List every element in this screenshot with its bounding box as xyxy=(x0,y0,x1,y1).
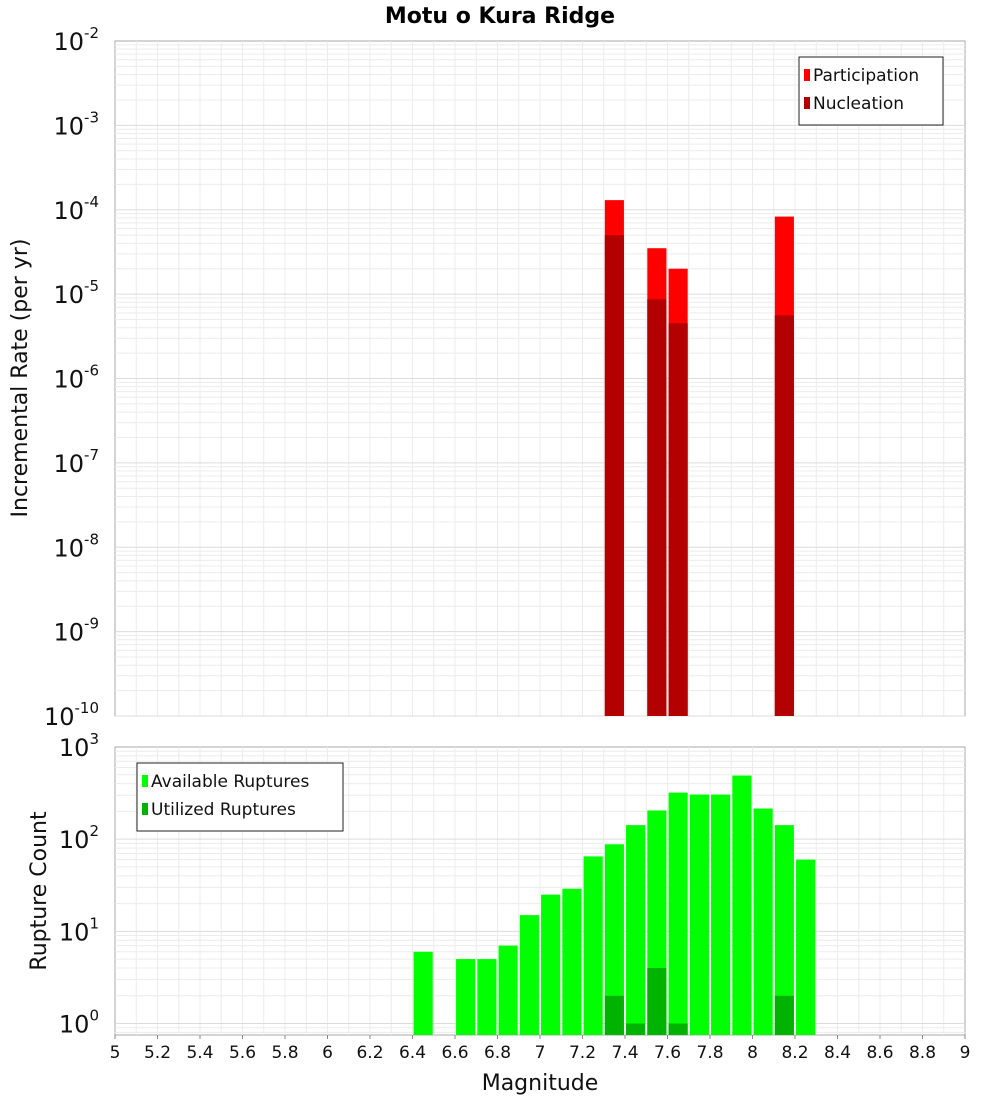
bar-available-ruptures xyxy=(796,859,816,1035)
y-tick-label: 10-7 xyxy=(53,446,99,478)
bar-nucleation xyxy=(774,315,794,716)
bottom-bars xyxy=(413,775,816,1035)
legend-box xyxy=(136,762,344,832)
bar-utilized-ruptures xyxy=(626,1023,646,1035)
x-tick-label: 7.2 xyxy=(569,1043,596,1063)
y-tick-label: 10-6 xyxy=(53,362,99,394)
bar-available-ruptures xyxy=(583,856,603,1035)
x-tick-label: 6.4 xyxy=(399,1043,426,1063)
bar-available-ruptures xyxy=(541,894,561,1035)
bar-available-ruptures xyxy=(477,959,497,1035)
bar-available-ruptures xyxy=(689,794,709,1035)
y-tick-label: 10-9 xyxy=(53,615,99,647)
x-tick-label: 8.8 xyxy=(909,1043,936,1063)
bar-available-ruptures xyxy=(774,825,794,1035)
x-tick-label: 8 xyxy=(747,1043,758,1063)
chart-title: Motu o Kura Ridge xyxy=(385,4,615,29)
x-axis-label: Magnitude xyxy=(482,1071,599,1096)
y-tick-label: 10-3 xyxy=(53,108,99,140)
bottom-panel: 103 102 101 100 5 5.2 5.4 5.6 5.8 6 6.2 6.4 6.6 6.8 7… xyxy=(27,730,970,1096)
bar-available-ruptures xyxy=(668,792,688,1035)
x-tick-label: 5.4 xyxy=(186,1043,213,1063)
bar-utilized-ruptures xyxy=(668,1023,688,1035)
legend-swatch xyxy=(142,803,148,815)
bar-available-ruptures xyxy=(413,951,433,1035)
x-tick-label: 6.8 xyxy=(484,1043,511,1063)
bar-available-ruptures xyxy=(711,794,731,1035)
bar-available-ruptures xyxy=(732,775,752,1035)
bottom-y-ticks: 103 102 101 100 xyxy=(59,730,99,1038)
y-tick-label: 10-8 xyxy=(53,530,99,562)
bar-available-ruptures xyxy=(519,915,539,1035)
y-tick-label: 102 xyxy=(59,822,99,854)
bar-nucleation xyxy=(647,299,667,716)
legend-box xyxy=(798,56,944,126)
bar-available-ruptures xyxy=(456,959,476,1035)
y-tick-label: 100 xyxy=(59,1006,99,1038)
x-tick-label: 9 xyxy=(960,1043,971,1063)
y-tick-label: 10-2 xyxy=(53,24,99,56)
x-tick-label: 5.8 xyxy=(271,1043,298,1063)
x-tick-label: 5 xyxy=(110,1043,121,1063)
y-tick-label: 103 xyxy=(59,730,99,762)
legend-swatch xyxy=(142,775,148,787)
x-tick-label: 6 xyxy=(322,1043,333,1063)
top-bars xyxy=(604,200,794,717)
top-gridlines xyxy=(115,41,965,717)
y-tick-label: 101 xyxy=(59,914,99,946)
top-legend: Participation Nucleation xyxy=(798,56,944,126)
x-tick-label: 7 xyxy=(535,1043,546,1063)
x-tick-label: 8.6 xyxy=(866,1043,893,1063)
x-ticks: 5 5.2 5.4 5.6 5.8 6 6.2 6.4 6.6 6.8 7 7.2 7.4 7.6 7.8 8… xyxy=(110,1035,971,1063)
bar-nucleation xyxy=(668,323,688,716)
bar-available-ruptures xyxy=(498,945,518,1035)
y-tick-label: 10-4 xyxy=(53,193,99,225)
y-tick-label: 10-5 xyxy=(53,277,99,309)
x-tick-label: 8.4 xyxy=(824,1043,851,1063)
bottom-legend: Available Ruptures Utilized Ruptures xyxy=(136,762,344,832)
x-tick-label: 6.6 xyxy=(441,1043,468,1063)
bar-utilized-ruptures xyxy=(774,995,794,1035)
bar-utilized-ruptures xyxy=(604,995,624,1035)
x-tick-label: 7.4 xyxy=(611,1043,638,1063)
legend-label: Utilized Ruptures xyxy=(151,800,296,820)
bar-nucleation xyxy=(604,235,624,716)
x-tick-label: 5.6 xyxy=(229,1043,256,1063)
top-panel: 10-2 10-3 10-4 10-5 10-6 10-7 10-8 10-9 10-10 In… xyxy=(8,24,966,731)
legend-swatch xyxy=(804,97,810,109)
bottom-y-axis-label: Rupture Count xyxy=(27,811,52,971)
legend-swatch xyxy=(804,69,810,81)
x-tick-label: 8.2 xyxy=(781,1043,808,1063)
top-y-axis-label: Incremental Rate (per yr) xyxy=(8,239,33,518)
x-tick-label: 6.2 xyxy=(356,1043,383,1063)
bar-available-ruptures xyxy=(626,825,646,1035)
x-tick-label: 5.2 xyxy=(144,1043,171,1063)
x-tick-label: 7.6 xyxy=(654,1043,681,1063)
top-y-ticks: 10-2 10-3 10-4 10-5 10-6 10-7 10-8 10-9 10-10 xyxy=(44,24,99,731)
legend-label: Nucleation xyxy=(813,94,904,114)
bar-available-ruptures xyxy=(604,844,624,1035)
bar-utilized-ruptures xyxy=(647,967,667,1035)
y-tick-label: 10-10 xyxy=(44,699,99,731)
legend-label: Available Ruptures xyxy=(151,772,309,792)
x-tick-label: 7.8 xyxy=(696,1043,723,1063)
legend-label: Participation xyxy=(813,66,919,86)
bar-available-ruptures xyxy=(562,888,582,1035)
bar-available-ruptures xyxy=(753,808,773,1035)
